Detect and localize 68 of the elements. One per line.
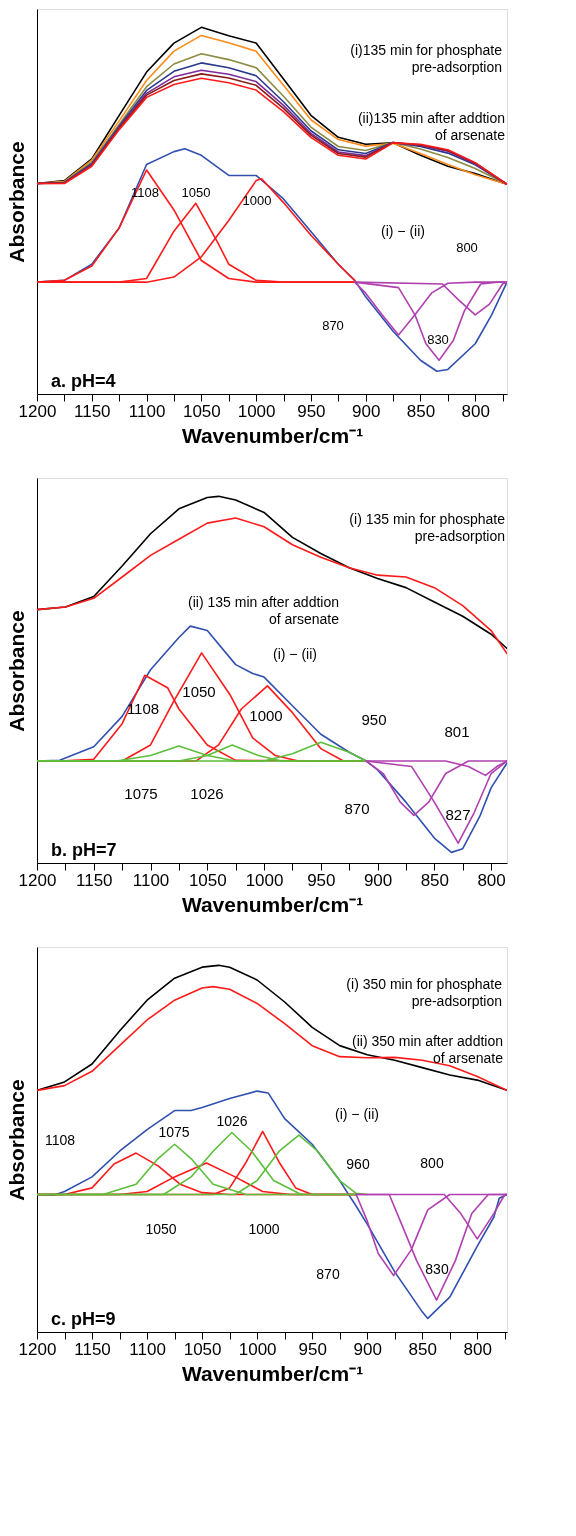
x-tick-label: 950 — [297, 401, 326, 421]
annotation: (i) 135 min for phosphate pre-adsorption — [349, 511, 506, 544]
x-tick-label: 1000 — [238, 1339, 277, 1359]
y-axis-title: Absorbance — [4, 610, 28, 732]
x-tick-label: 900 — [351, 401, 381, 421]
x-tick-label: 950 — [307, 870, 336, 890]
x-tick-label: 850 — [408, 1339, 437, 1359]
annotation: 801 — [444, 723, 470, 740]
annotation: 1000 — [249, 707, 283, 724]
x-tick-label: 1050 — [188, 870, 227, 890]
annotation: c. pH=9 — [51, 1309, 116, 1329]
annotation: (ii) 135 min after addtion of arsenate — [188, 594, 340, 627]
annotation: (i) − (ii) — [335, 1106, 379, 1122]
annotation: 1050 — [181, 185, 211, 200]
annotation: 1050 — [182, 683, 216, 700]
x-tick-label: 800 — [477, 870, 506, 890]
x-tick-label: 800 — [461, 401, 490, 421]
x-tick-label: 1150 — [74, 401, 111, 421]
y-axis-title: Absorbance — [4, 1079, 28, 1201]
x-tick-label: 1000 — [237, 401, 276, 421]
annotation: 1000 — [248, 1221, 280, 1237]
x-tick-label: 1200 — [18, 1339, 57, 1359]
annotation: 870 — [344, 800, 370, 817]
x-tick-label: 1150 — [75, 870, 113, 890]
annotation: 827 — [445, 806, 471, 823]
x-tick-label: 1100 — [128, 401, 166, 421]
annotation: (i) 350 min for phosphate pre-adsorption — [346, 976, 503, 1009]
x-tick-label: 900 — [363, 870, 393, 890]
x-tick-label: 850 — [406, 401, 436, 421]
x-axis-title: Wavenumber/cm⁻¹ — [181, 423, 364, 447]
annotation: 950 — [361, 711, 387, 728]
annotation: 870 — [322, 318, 344, 333]
annotation: 1075 — [124, 785, 158, 802]
annotation: (i) − (ii) — [381, 223, 425, 239]
annotation: 1026 — [190, 785, 224, 802]
x-tick-label: 1000 — [245, 870, 284, 890]
x-tick-label: 900 — [353, 1339, 382, 1359]
x-tick-label: 1100 — [129, 1339, 166, 1359]
annotation: 960 — [346, 1156, 370, 1172]
annotation: 1108 — [126, 700, 160, 717]
annotation: (i)135 min for phosphate pre-adsorption — [350, 42, 503, 75]
x-tick-label: 800 — [463, 1339, 492, 1359]
x-axis-title: Wavenumber/cm⁻¹ — [181, 892, 364, 916]
annotation: 1026 — [216, 1113, 248, 1129]
x-tick-label: 1050 — [182, 401, 221, 421]
x-tick-label: 1150 — [74, 1339, 111, 1359]
x-tick-label: 1050 — [183, 1339, 222, 1359]
x-tick-label: 1200 — [18, 870, 57, 890]
x-tick-label: 950 — [298, 1339, 327, 1359]
x-tick-label: 850 — [420, 870, 450, 890]
x-tick-label: 1200 — [18, 401, 57, 421]
annotation: (ii)135 min after addtion of arsenate — [357, 110, 506, 143]
annotation: b. pH=7 — [51, 840, 117, 860]
annotation: 1050 — [145, 1221, 177, 1237]
annotation: 830 — [427, 332, 449, 347]
x-axis-title: Wavenumber/cm⁻¹ — [181, 1361, 364, 1385]
annotation: 870 — [316, 1266, 340, 1282]
x-tick-label: 1100 — [132, 870, 170, 890]
annotation: 1108 — [44, 1132, 76, 1148]
annotation: 1075 — [158, 1124, 190, 1140]
annotation: 830 — [425, 1261, 449, 1277]
annotation: 800 — [420, 1155, 444, 1171]
annotation: (ii) 350 min after addtion of arsenate — [352, 1033, 504, 1066]
annotation: a. pH=4 — [51, 371, 116, 391]
annotation: (i) − (ii) — [273, 646, 317, 662]
annotation: 800 — [456, 240, 478, 255]
y-axis-title: Absorbance — [4, 141, 28, 263]
annotation: 1000 — [242, 193, 272, 208]
